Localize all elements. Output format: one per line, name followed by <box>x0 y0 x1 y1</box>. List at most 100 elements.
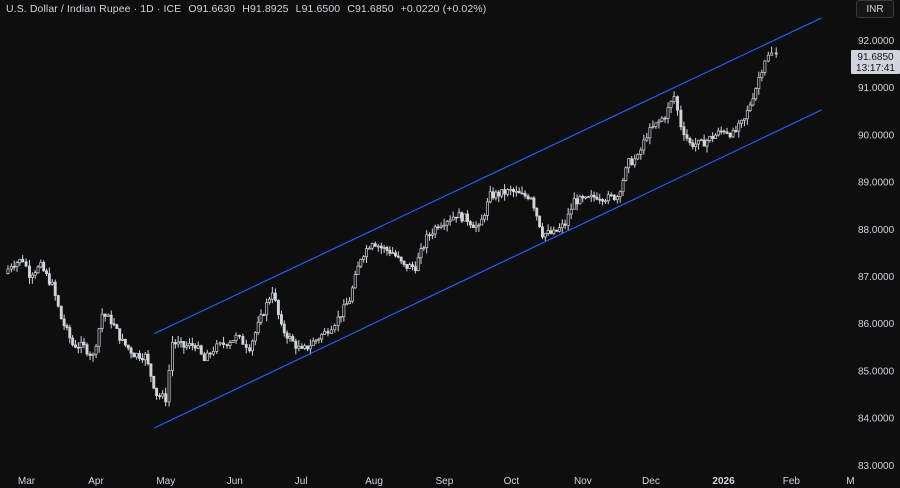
candle-body <box>50 281 54 285</box>
currency-button[interactable]: INR <box>856 0 894 18</box>
candle-body <box>648 127 652 139</box>
candle-body <box>578 196 582 205</box>
candle-body <box>654 122 658 127</box>
price-axis[interactable]: 92.0000 91.0000 90.0000 89.0000 88.0000 87.00… <box>858 36 895 472</box>
channel-layer <box>154 17 822 429</box>
candle-body <box>714 134 717 139</box>
candle-body <box>774 52 778 55</box>
candle-body <box>569 208 573 215</box>
candle-body <box>106 314 110 317</box>
candle-body <box>760 72 764 78</box>
x-tick-label: M <box>846 476 854 487</box>
low-value: L91.6500 <box>295 3 341 15</box>
candle-body <box>329 329 333 334</box>
candle-body <box>716 130 720 136</box>
time-axis[interactable]: Mar Apr May Jun Jul Aug Sep Oct Nov Dec 2026 Feb M <box>18 476 855 487</box>
candle-body <box>279 314 283 325</box>
candle-body <box>97 328 101 347</box>
candle-body <box>185 345 189 348</box>
symbol-title: U.S. Dollar / Indian Rupee · 1D · ICE <box>6 3 182 15</box>
x-tick-label: Sep <box>435 476 453 487</box>
candle-body <box>320 334 324 340</box>
candle-body <box>241 335 245 345</box>
candle-body <box>211 351 215 355</box>
candle-body <box>734 130 738 132</box>
candle-body <box>234 334 238 341</box>
candle-body <box>494 191 498 199</box>
candle-body <box>497 191 501 197</box>
candle-body <box>30 274 34 278</box>
candle-body <box>666 107 670 119</box>
candle-body <box>425 234 429 248</box>
candle-body <box>748 104 752 111</box>
candle-body <box>71 337 75 346</box>
candle-body <box>388 249 392 254</box>
candle-body <box>135 353 139 358</box>
channel-lower-line[interactable] <box>154 109 822 429</box>
candle-body <box>333 325 337 331</box>
candle-body <box>33 272 37 276</box>
candle-body <box>728 132 732 138</box>
candle-body <box>268 298 271 303</box>
y-tick-label: 87.0000 <box>858 272 895 283</box>
candle-body <box>237 334 241 337</box>
candle-body <box>56 295 60 307</box>
candle-body <box>256 321 260 334</box>
candle-body <box>763 60 767 73</box>
candle-body <box>300 345 304 349</box>
candle-body <box>657 120 661 124</box>
candle-body <box>506 189 510 195</box>
candle-body <box>270 292 274 300</box>
close-value: C91.6850 <box>347 3 394 15</box>
candle-body <box>285 332 289 339</box>
candle-body <box>636 154 640 160</box>
candle-body <box>123 338 127 346</box>
candle-body <box>45 270 48 275</box>
candle-body <box>540 226 544 238</box>
candle-body <box>297 345 301 349</box>
candle-body <box>109 314 113 325</box>
candle-body <box>742 118 746 121</box>
candle-body <box>21 258 25 263</box>
candle-body <box>408 264 412 269</box>
y-tick-label: 85.0000 <box>858 366 895 377</box>
candle-body <box>526 195 530 200</box>
candle-body <box>306 345 309 350</box>
candle-body <box>682 126 686 136</box>
candle-body <box>402 260 406 265</box>
candle-body <box>719 130 723 133</box>
x-tick-label: Oct <box>504 476 520 487</box>
candle-body <box>308 345 312 350</box>
candle-body <box>433 226 437 235</box>
candle-body <box>448 219 452 222</box>
candle-body <box>454 216 458 219</box>
channel-upper-line[interactable] <box>154 17 822 335</box>
candle-body <box>103 313 107 317</box>
candle-body <box>745 110 749 120</box>
candle-body <box>39 262 43 268</box>
candle-body <box>6 268 10 274</box>
candle-body <box>694 143 698 147</box>
candles-layer <box>6 46 778 407</box>
candle-body <box>188 343 191 347</box>
candle-body <box>532 197 536 209</box>
candle-body <box>512 188 515 193</box>
candle-body <box>262 314 266 317</box>
candle-body <box>535 207 539 217</box>
candle-body <box>702 139 706 147</box>
candle-body <box>543 233 547 238</box>
x-tick-label: Apr <box>88 476 104 487</box>
candle-body <box>126 344 130 349</box>
candle-body <box>288 336 292 339</box>
candle-body <box>149 363 153 377</box>
candle-body <box>457 212 461 219</box>
candle-body <box>248 347 252 352</box>
candle-body <box>88 353 92 356</box>
candle-body <box>362 256 366 260</box>
candle-body <box>691 142 695 147</box>
candle-body <box>483 215 487 220</box>
candle-body <box>688 138 692 144</box>
candle-body <box>560 223 564 228</box>
candle-body <box>171 342 174 371</box>
